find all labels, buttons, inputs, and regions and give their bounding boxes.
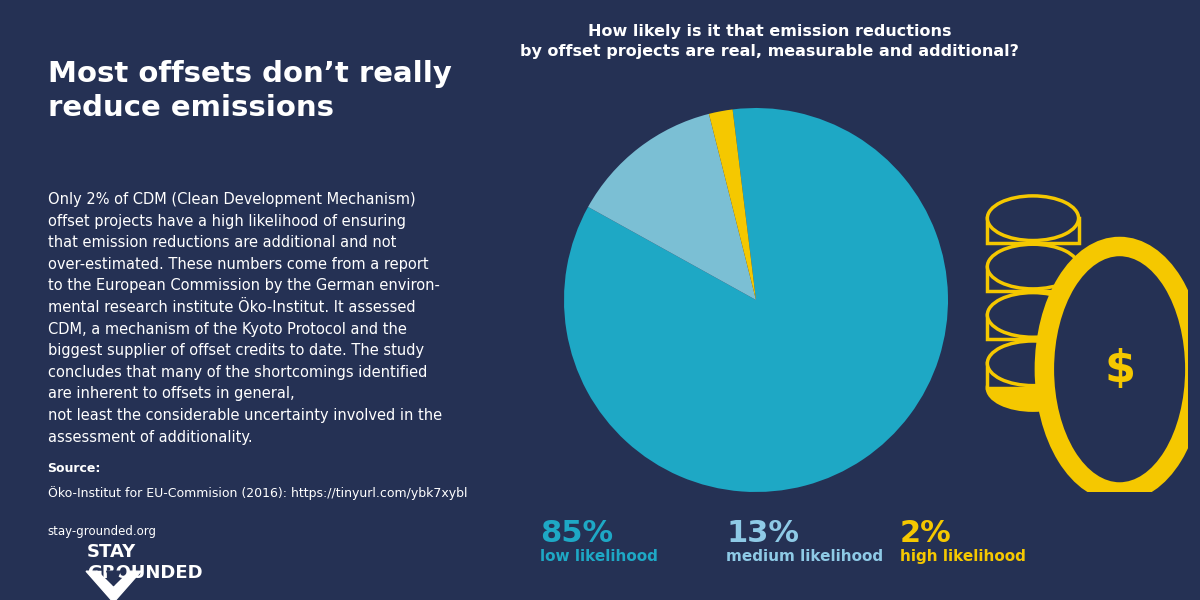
FancyBboxPatch shape	[988, 363, 1079, 388]
Ellipse shape	[988, 293, 1079, 337]
FancyBboxPatch shape	[988, 266, 1079, 291]
Text: low likelihood: low likelihood	[540, 549, 658, 564]
Polygon shape	[86, 571, 140, 600]
Text: stay-grounded.org: stay-grounded.org	[48, 525, 156, 538]
Text: $: $	[1104, 348, 1135, 391]
Text: high likelihood: high likelihood	[900, 549, 1026, 564]
Text: 2%: 2%	[900, 519, 952, 548]
Text: Only 2% of CDM (Clean Development Mechanism)
offset projects have a high likelih: Only 2% of CDM (Clean Development Mechan…	[48, 192, 442, 445]
Circle shape	[1066, 281, 1174, 458]
FancyBboxPatch shape	[988, 315, 1079, 340]
Wedge shape	[709, 109, 756, 300]
Polygon shape	[107, 571, 120, 585]
Circle shape	[1044, 247, 1195, 492]
Text: 85%: 85%	[540, 519, 613, 548]
Wedge shape	[564, 108, 948, 492]
Text: How likely is it that emission reductions
by offset projects are real, measurabl: How likely is it that emission reduction…	[521, 24, 1019, 59]
FancyBboxPatch shape	[988, 218, 1079, 243]
Wedge shape	[588, 114, 756, 300]
Text: medium likelihood: medium likelihood	[726, 549, 883, 564]
Text: STAY: STAY	[88, 543, 137, 561]
Ellipse shape	[988, 365, 1079, 410]
Ellipse shape	[988, 244, 1079, 289]
Text: Source:: Source:	[48, 462, 101, 475]
Ellipse shape	[988, 196, 1079, 241]
FancyBboxPatch shape	[988, 363, 1079, 388]
Text: GROUNDED: GROUNDED	[88, 564, 203, 582]
Text: Most offsets don’t really
reduce emissions: Most offsets don’t really reduce emissio…	[48, 60, 451, 121]
FancyBboxPatch shape	[988, 266, 1079, 291]
Ellipse shape	[988, 341, 1079, 386]
Text: Öko-Institut for EU-Commision (2016): https://tinyurl.com/ybk7xybl: Öko-Institut for EU-Commision (2016): ht…	[48, 486, 467, 500]
Text: 13%: 13%	[726, 519, 799, 548]
FancyBboxPatch shape	[988, 218, 1079, 243]
FancyBboxPatch shape	[988, 315, 1079, 340]
